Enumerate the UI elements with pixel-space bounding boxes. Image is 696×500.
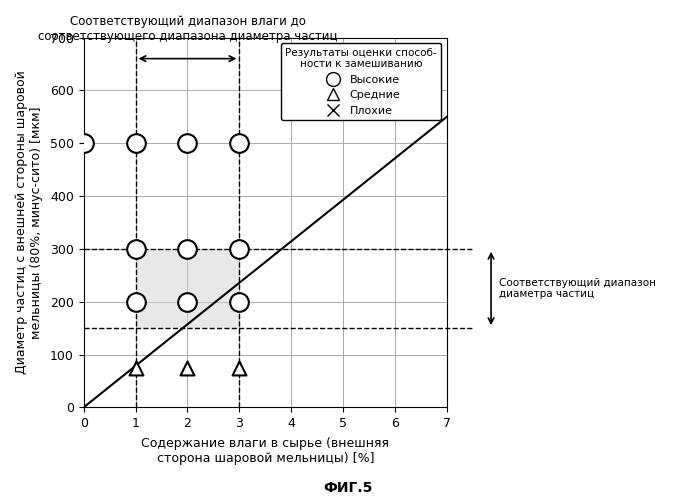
Point xyxy=(130,390,141,398)
Point xyxy=(182,139,193,147)
Point xyxy=(130,298,141,306)
Point xyxy=(182,374,193,382)
Point xyxy=(234,377,245,385)
X-axis label: Содержание влаги в сырье (внешняя
сторона шаровой мельницы) [%]: Содержание влаги в сырье (внешняя сторон… xyxy=(141,437,389,465)
Point xyxy=(78,388,89,396)
Legend: Высокие, Средние, Плохие: Высокие, Средние, Плохие xyxy=(281,43,441,120)
Point xyxy=(234,245,245,253)
Point xyxy=(130,374,141,382)
Text: ФИГ.5: ФИГ.5 xyxy=(324,481,372,495)
Point xyxy=(182,390,193,398)
Y-axis label: Диаметр частиц с внешней стороны шаровой
мельницы (80%, минус-сито) [мкм]: Диаметр частиц с внешней стороны шаровой… xyxy=(15,70,43,374)
Text: Соответствующий диапазон влаги до
соответствующего диапазона диаметра частиц: Соответствующий диапазон влаги до соотве… xyxy=(38,15,337,43)
Point xyxy=(234,390,245,398)
Point xyxy=(130,364,141,372)
Point xyxy=(182,298,193,306)
Point xyxy=(130,245,141,253)
Point xyxy=(234,364,245,372)
Point xyxy=(130,139,141,147)
Point xyxy=(234,298,245,306)
Bar xyxy=(136,249,239,328)
Point xyxy=(78,369,89,377)
Text: Соответствующий диапазон
диаметра частиц: Соответствующий диапазон диаметра частиц xyxy=(499,278,656,299)
Point xyxy=(234,139,245,147)
Point xyxy=(182,364,193,372)
Point xyxy=(78,139,89,147)
Point xyxy=(182,245,193,253)
